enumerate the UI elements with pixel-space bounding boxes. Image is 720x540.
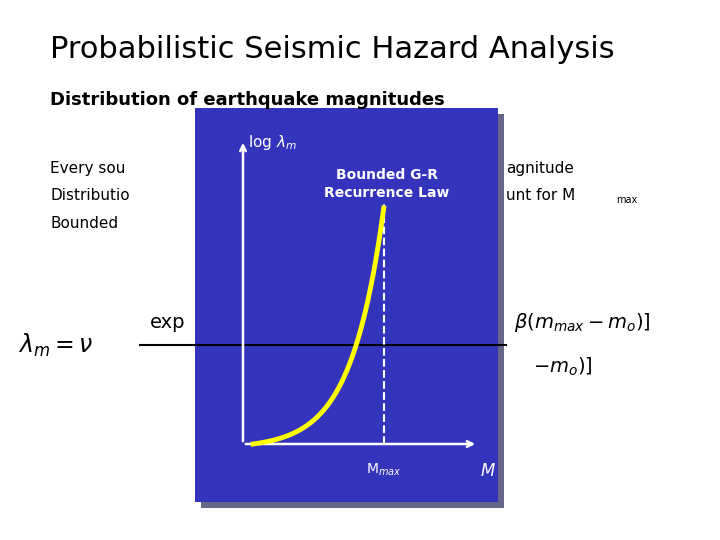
- Text: $\beta(m_{max} - m_o)]$: $\beta(m_{max} - m_o)]$: [514, 312, 651, 334]
- Text: M: M: [481, 462, 495, 480]
- Bar: [195, 108, 498, 502]
- Text: Probabilistic Seismic Hazard Analysis: Probabilistic Seismic Hazard Analysis: [50, 36, 615, 64]
- Text: Bounded: Bounded: [50, 217, 119, 232]
- Text: Distribution of earthquake magnitudes: Distribution of earthquake magnitudes: [50, 91, 445, 109]
- Bar: [201, 114, 504, 508]
- Text: Distributio: Distributio: [50, 188, 130, 204]
- Text: M$_{max}$: M$_{max}$: [366, 462, 402, 478]
- Text: unt for M: unt for M: [506, 188, 575, 204]
- Text: max: max: [616, 195, 637, 205]
- Text: Every sou: Every sou: [50, 160, 126, 176]
- Text: $- m_o)]$: $- m_o)]$: [533, 356, 593, 378]
- Text: agnitude: agnitude: [506, 160, 574, 176]
- Text: log $\lambda_m$: log $\lambda_m$: [248, 133, 297, 152]
- Text: $\lambda_m = \nu$: $\lambda_m = \nu$: [18, 332, 94, 359]
- Text: Bounded G-R
Recurrence Law: Bounded G-R Recurrence Law: [324, 168, 449, 200]
- Text: exp: exp: [150, 314, 186, 333]
